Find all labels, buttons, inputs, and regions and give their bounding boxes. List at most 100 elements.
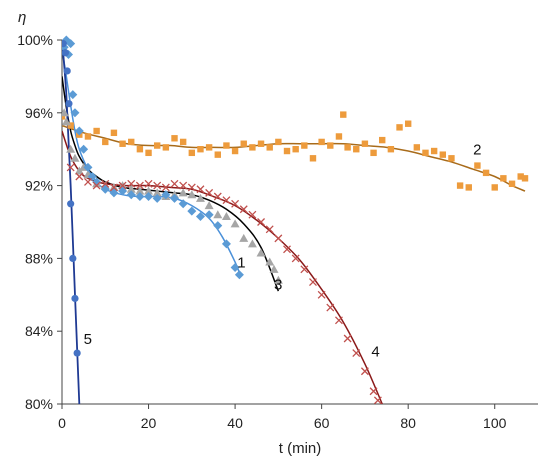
series-4-point <box>118 181 127 190</box>
series-4-point <box>84 178 92 186</box>
series-2-point <box>240 140 247 147</box>
series-2-point <box>179 138 187 146</box>
series-2-point <box>102 138 109 146</box>
series-2-point <box>318 138 325 146</box>
series-2-point <box>119 140 126 147</box>
series-4-point <box>66 163 75 172</box>
series-2-point <box>517 173 524 180</box>
series-4-point <box>309 278 317 287</box>
series-1-point <box>187 206 197 216</box>
series-4-point <box>274 234 283 243</box>
series-1-point <box>204 210 214 220</box>
y-tick-label: 92% <box>25 178 53 194</box>
series-1-point <box>109 188 119 198</box>
series-4-point <box>179 181 188 190</box>
series-3-point <box>70 153 80 162</box>
series-4-point <box>109 183 118 192</box>
series-3-point <box>62 108 69 117</box>
series-2-point <box>309 155 317 162</box>
series-4-point <box>334 316 343 325</box>
series-5-label: 5 <box>84 331 92 348</box>
series-4-point <box>170 179 179 188</box>
x-tick-label: 40 <box>227 415 243 431</box>
series-5-point <box>73 349 81 357</box>
series-3-point <box>273 275 283 284</box>
series-2-point <box>370 149 377 157</box>
series-2-point <box>257 140 265 147</box>
series-4-point <box>239 205 248 214</box>
series-1-point <box>144 192 154 202</box>
series-4-point <box>222 196 231 205</box>
y-tick-label: 96% <box>25 105 53 121</box>
series-3-point <box>221 212 231 221</box>
y-tick-label: 88% <box>25 250 53 266</box>
series-2-point <box>422 149 429 157</box>
series-2-point <box>197 146 204 153</box>
series-3-point <box>62 117 71 126</box>
series-2-point <box>136 146 144 153</box>
series-2-point <box>110 129 118 137</box>
axes: 80% 84% 88% 92% 96% 100% 0 20 40 60 80 100 t (min) η <box>17 9 538 457</box>
series-4-point <box>300 265 309 274</box>
series-1-fit-line <box>62 48 241 274</box>
series-4-point <box>213 192 222 201</box>
series-2-point <box>93 127 100 135</box>
series-2-point <box>474 162 481 169</box>
series-3-point <box>269 264 279 273</box>
series-1-point <box>79 144 89 154</box>
series-1-point <box>161 190 171 200</box>
series-1-point <box>195 212 205 222</box>
series-3-point <box>204 201 214 210</box>
series-1-point <box>221 239 231 249</box>
series-2-point <box>500 175 507 182</box>
series-2-point <box>162 144 170 151</box>
series-5-point <box>71 294 79 303</box>
series-3-point <box>256 248 266 257</box>
series-2-point <box>404 120 412 127</box>
series-1-point <box>83 162 93 172</box>
series-2-point <box>292 146 299 153</box>
series-2-fit-line <box>62 124 526 192</box>
series-3-point <box>265 257 275 266</box>
series-5-point <box>62 40 67 48</box>
series-4-point <box>257 218 266 226</box>
series-5-point <box>62 49 70 57</box>
series-4-point <box>360 367 369 376</box>
series-3-point <box>144 186 154 195</box>
series-3-point <box>213 210 223 219</box>
series-2-point <box>275 138 282 146</box>
series-1-point <box>66 39 76 49</box>
series-2-point <box>344 144 351 151</box>
series-1-point <box>213 221 223 231</box>
series-3-point <box>195 193 205 202</box>
series-2-point <box>214 151 221 158</box>
series-2-point <box>521 175 529 182</box>
series-3-point <box>187 190 197 199</box>
series-1-point <box>70 108 80 118</box>
series-2-point <box>413 144 421 151</box>
series-3-point <box>66 144 76 153</box>
series-4-point <box>373 396 382 404</box>
series-1-point <box>178 199 188 209</box>
series-1-point <box>68 90 78 100</box>
series-3-point <box>239 233 249 242</box>
series-3-point <box>247 239 257 248</box>
series-3-point <box>230 219 240 228</box>
series-4-point <box>283 245 291 254</box>
series-1-point <box>170 193 180 203</box>
series-1-point <box>74 126 84 136</box>
series-3-label: 3 <box>274 276 282 293</box>
series-4-point <box>265 225 274 234</box>
y-tick-label: 84% <box>25 323 53 339</box>
series-2-point <box>465 184 472 191</box>
series-1-point <box>230 263 240 272</box>
series-4-fit-line <box>62 130 383 404</box>
data-markers <box>62 35 529 404</box>
series-5-point <box>69 254 77 262</box>
series-2-point <box>231 147 239 155</box>
series-2-point <box>439 151 446 158</box>
x-axis-title: t (min) <box>279 440 322 457</box>
series-2-point <box>67 122 74 129</box>
series-5-point <box>63 67 71 75</box>
